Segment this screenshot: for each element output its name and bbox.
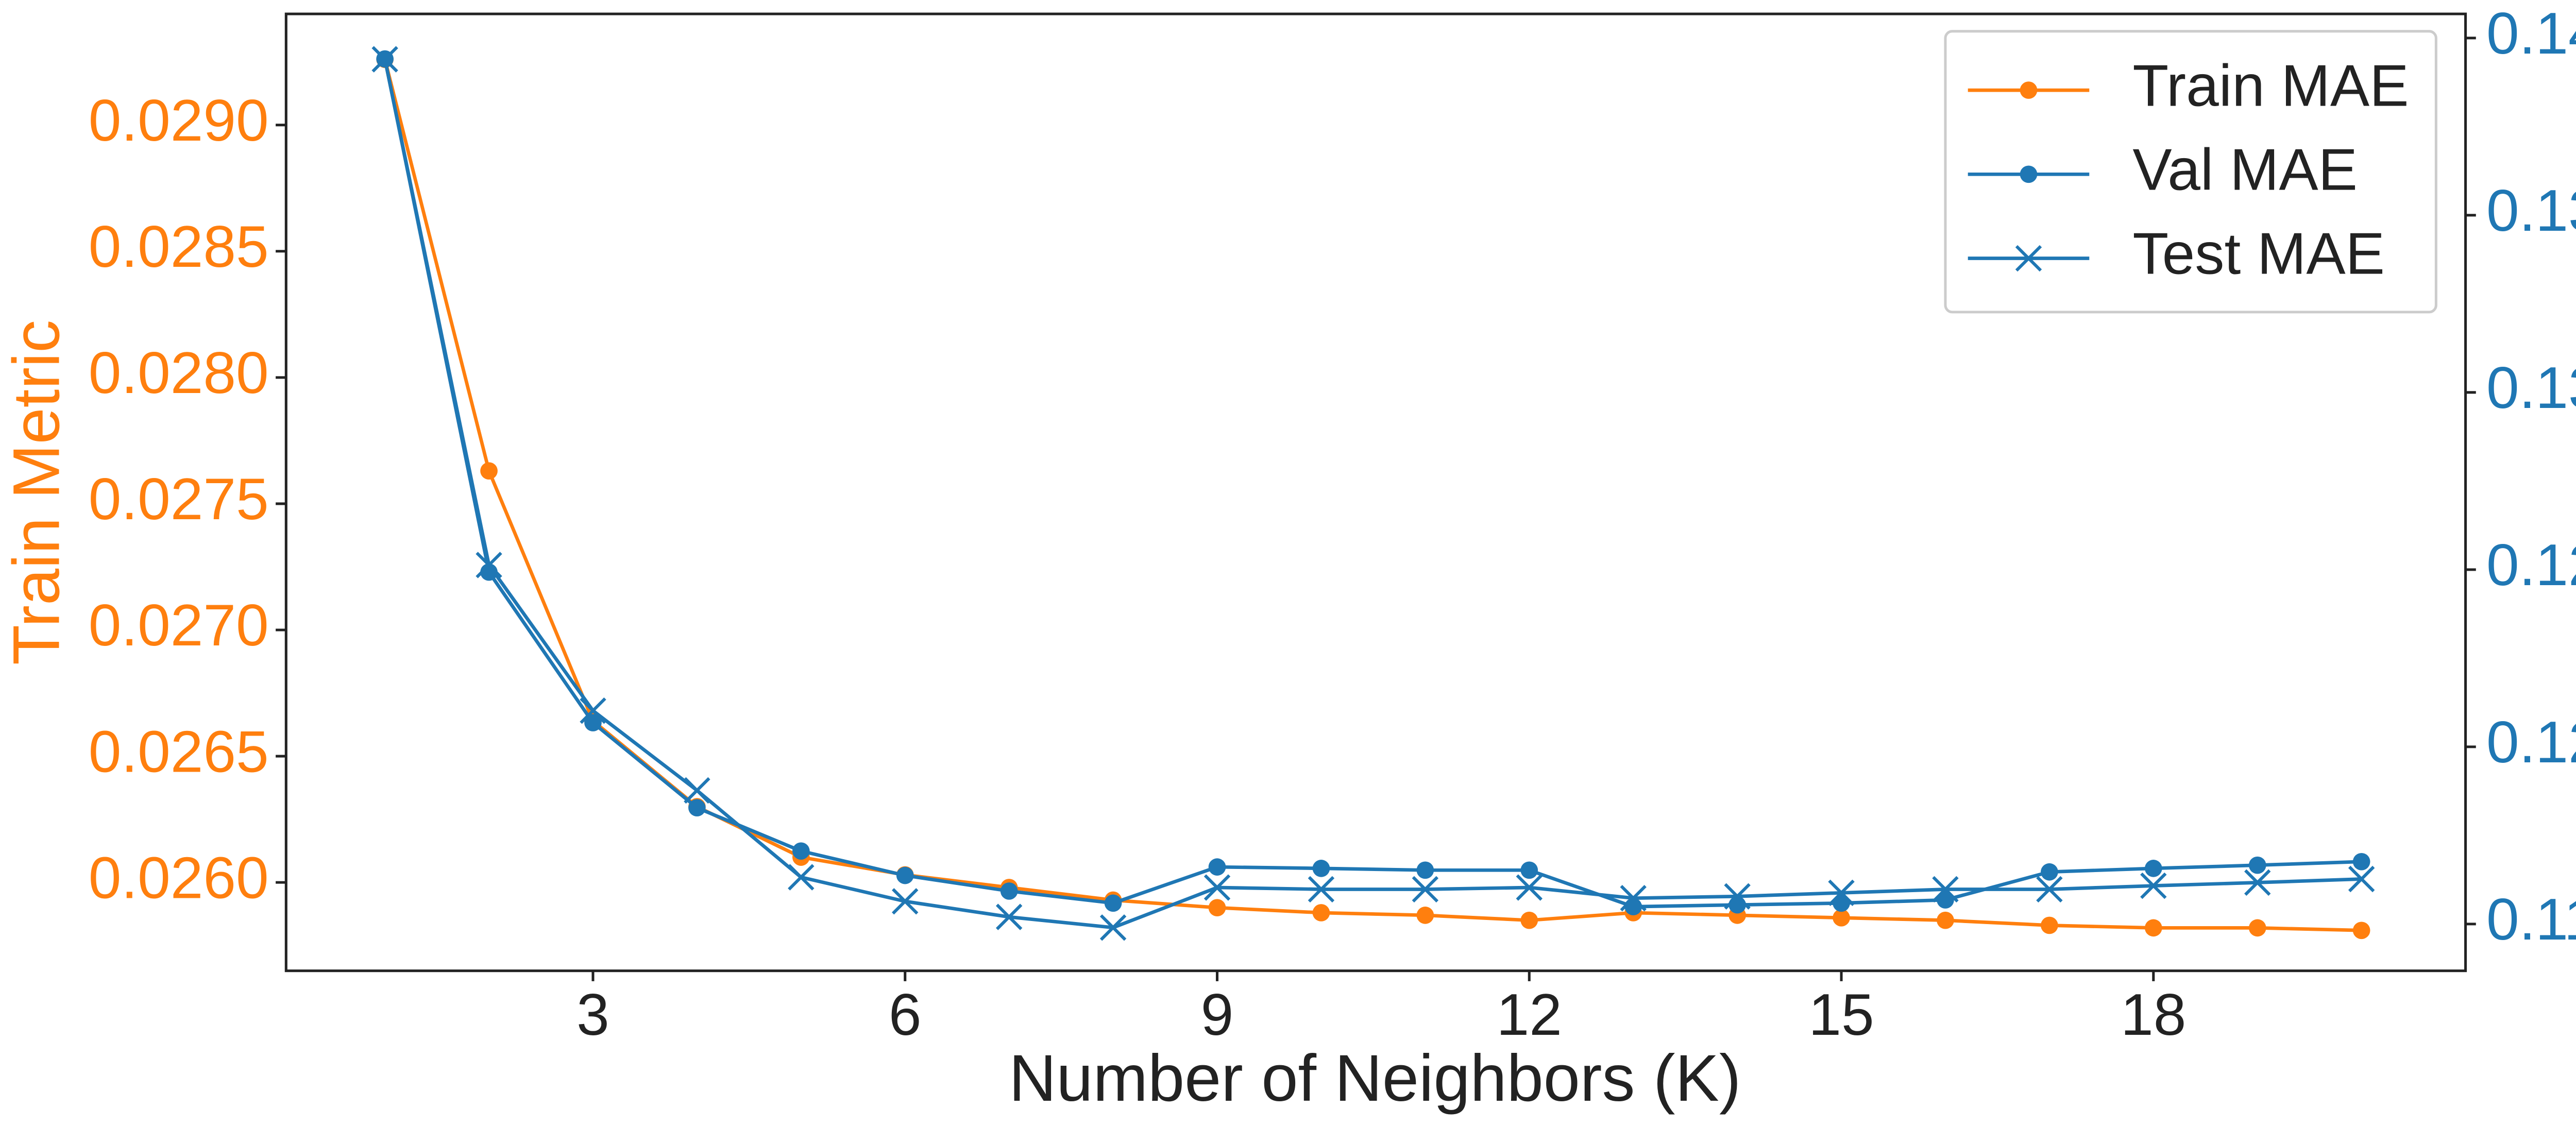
y2-tick-label: 0.130 [2486, 355, 2576, 421]
y-tick-label: 0.0275 [89, 466, 269, 532]
legend-marker [2020, 165, 2038, 183]
marker [1208, 899, 1226, 916]
legend-label: Train MAE [2132, 53, 2409, 118]
marker [1828, 879, 1855, 907]
marker [2248, 856, 2266, 874]
marker [2144, 919, 2162, 937]
x-tick-label: 18 [2121, 982, 2186, 1048]
y-tick-label: 0.0290 [89, 88, 269, 153]
marker [792, 842, 810, 860]
y2-tick-label: 0.115 [2486, 886, 2576, 952]
y2-tick-label: 0.135 [2486, 178, 2576, 244]
marker [1520, 911, 1538, 929]
marker [688, 799, 706, 817]
marker [2140, 872, 2167, 899]
marker [1104, 894, 1122, 912]
marker [2348, 865, 2375, 893]
marker [584, 714, 602, 731]
series-line [383, 59, 2362, 930]
legend-marker [2015, 245, 2042, 272]
marker [2036, 876, 2063, 903]
legend-marker [2020, 81, 2038, 99]
marker [684, 777, 710, 804]
legend-label: Val MAE [2132, 137, 2358, 203]
marker [1099, 914, 1127, 941]
x-axis-label: Number of Neighbors (K) [1009, 1042, 1741, 1115]
legend-label: Test MAE [2132, 221, 2385, 287]
y2-tick-label: 0.140 [2486, 1, 2576, 66]
marker [896, 866, 914, 884]
marker [1416, 907, 1434, 924]
marker [788, 864, 815, 891]
marker [2144, 860, 2162, 877]
legend-box [1944, 30, 2437, 314]
marker [2248, 919, 2266, 937]
marker [1624, 898, 1642, 915]
marker [371, 46, 398, 73]
marker [1416, 861, 1434, 879]
marker [1312, 860, 1330, 877]
marker [1516, 874, 1543, 901]
marker [1308, 876, 1335, 903]
marker [1833, 909, 1850, 927]
marker [2352, 922, 2370, 940]
marker [2352, 852, 2370, 871]
y-tick-label: 0.0260 [89, 845, 269, 911]
y-tick-label: 0.0265 [89, 719, 269, 784]
y-tick-label: 0.0280 [89, 340, 269, 406]
x-tick-label: 3 [577, 982, 609, 1048]
y-axis-label: Train Metric [0, 320, 74, 665]
marker [1932, 876, 1959, 903]
marker [892, 888, 919, 915]
marker [476, 552, 502, 578]
x-tick-label: 12 [1497, 982, 1562, 1048]
marker [2041, 863, 2058, 881]
x-tick-label: 15 [1808, 982, 1874, 1048]
marker [1312, 904, 1330, 922]
marker [580, 697, 606, 724]
y-tick-label: 0.0285 [89, 214, 269, 280]
marker [1520, 861, 1538, 879]
x-tick-label: 9 [1201, 982, 1234, 1048]
y-tick-label: 0.0270 [89, 592, 269, 658]
plot-frame [284, 12, 2467, 973]
marker [1000, 882, 1018, 900]
y2-tick-label: 0.125 [2486, 532, 2576, 598]
marker [1204, 874, 1231, 901]
x-tick-label: 6 [889, 982, 922, 1048]
marker [995, 903, 1023, 930]
marker [1724, 883, 1751, 910]
y2-tick-label: 0.120 [2486, 709, 2576, 775]
marker [480, 462, 498, 480]
series-line [383, 58, 2362, 909]
legend: Train MAE Val MAE Test MAE [1944, 30, 2437, 314]
marker [1620, 884, 1647, 912]
marker [1412, 876, 1439, 903]
marker [1937, 911, 1954, 929]
marker [1208, 858, 1226, 876]
marker [1728, 896, 1746, 914]
marker [2244, 869, 2271, 896]
marker [2041, 916, 2058, 934]
